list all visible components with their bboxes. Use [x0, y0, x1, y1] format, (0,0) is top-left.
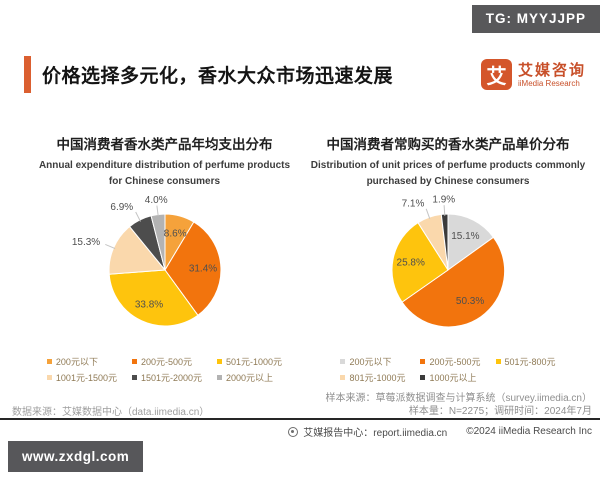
pie-label: 6.9%	[110, 202, 133, 213]
legend-item: 501元-1000元	[217, 355, 282, 368]
legend-swatch	[420, 375, 426, 380]
copyright-text: ©2024 iiMedia Research Inc	[466, 426, 592, 437]
pie-label: 25.8%	[397, 258, 425, 269]
pie-svg: 8.6% 31.4% 33.8% 15.3% 6.9% 4.0%	[71, 195, 221, 327]
pie-slice	[163, 221, 221, 316]
legend-label: 1001元-1500元	[55, 373, 117, 383]
label-leader-line	[155, 205, 159, 217]
legend-swatch	[217, 359, 223, 364]
legend-label: 200元以下	[349, 357, 392, 367]
title-accent-bar	[24, 56, 31, 93]
pie-label: 33.8%	[134, 300, 162, 311]
sample-source: 样本来源：草莓派数据调查与计算系统（survey.iimedia.cn）	[325, 393, 592, 404]
sample-info: 样本量：N=2275；调研时间：2024年7月	[408, 406, 592, 417]
chart-legend: 200元以下 200元-500元 501元-1000元 1001元-1500元 1501…	[22, 355, 307, 384]
pie-label: 4.0%	[144, 195, 167, 206]
report-center-icon	[288, 426, 299, 437]
chart-subtitle-line2: purchased by Chinese consumers	[366, 176, 530, 187]
page-title: 价格选择多元化，香水大众市场迅速发展	[42, 66, 394, 87]
chart-subtitle-line2: for Chinese consumers	[108, 176, 221, 187]
report-center-text: 艾媒报告中心：report.iimedia.cn	[303, 428, 448, 439]
legend-item: 1000元以上	[420, 371, 480, 384]
pie-label: 50.3%	[456, 296, 484, 307]
label-leader-line	[104, 243, 115, 250]
chart-title: 中国消费者常购买的香水类产品单价分布	[326, 137, 570, 152]
pie-chart-unit-price: 15.1% 50.3% 25.8% 7.1% 1.9%	[308, 192, 588, 352]
legend-swatch	[340, 359, 346, 364]
legend-swatch	[217, 375, 223, 380]
legend-item: 501元-800元	[495, 355, 556, 368]
legend-label: 2000元以上	[226, 373, 274, 383]
legend-item: 801元-1000元	[340, 371, 405, 384]
legend-swatch	[340, 375, 346, 380]
watermark-url: www.zxdgl.com	[8, 441, 144, 472]
pie-slice	[108, 269, 199, 327]
chart-subtitle: Annual expenditure distribution of perfu…	[22, 158, 307, 190]
footer-divider	[0, 418, 600, 420]
label-leader-line	[134, 211, 141, 222]
chart-subtitle-line1: Annual expenditure distribution of perfu…	[38, 160, 291, 171]
iimedia-logo: 艾 艾媒咨询 iiMedia Research	[480, 59, 586, 90]
pie-slice	[391, 222, 449, 303]
legend-item: 200元以下	[46, 355, 117, 368]
logo-name-cn: 艾媒咨询	[517, 61, 586, 79]
logo-name-en: iiMedia Research	[517, 78, 580, 88]
pie-chart-annual-expenditure: 8.6% 31.4% 33.8% 15.3% 6.9% 4.0%	[22, 192, 307, 352]
pie-slice	[401, 236, 506, 328]
legend-label: 200元以下	[55, 357, 98, 367]
pie-slice	[447, 213, 495, 271]
chart-unit-price: 中国消费者常购买的香水类产品单价分布 Distribution of unit …	[308, 133, 588, 384]
report-center-line: 艾媒报告中心：report.iimedia.cn ©2024 iiMedia R…	[288, 424, 592, 439]
legend-label: 200元-500元	[429, 357, 481, 367]
legend-swatch	[420, 359, 426, 364]
chart-legend: 200元以下 200元-500元 501元-800元 801元-1000元 1000元以…	[308, 355, 588, 384]
data-source-note: 数据来源：艾媒数据中心（data.iimedia.cn）	[12, 407, 210, 418]
pie-label: 7.1%	[402, 199, 425, 210]
legend-item: 1001元-1500元	[46, 371, 117, 384]
legend-item: 200元-500元	[420, 355, 481, 368]
legend-swatch	[46, 375, 52, 380]
legend-label: 501元-1000元	[226, 357, 283, 367]
pie-label: 15.3%	[71, 237, 99, 248]
legend-item: 2000元以上	[217, 371, 282, 384]
legend-swatch	[495, 359, 501, 364]
legend-label: 1501元-2000元	[140, 373, 203, 383]
pie-svg: 15.1% 50.3% 25.8% 7.1% 1.9%	[391, 195, 506, 328]
iimedia-logo-icon: 艾	[480, 59, 512, 90]
legend-item: 1501元-2000元	[131, 371, 203, 384]
legend-item: 200元以下	[340, 355, 405, 368]
sample-note: 样本来源：草莓派数据调查与计算系统（survey.iimedia.cn） 样本量…	[325, 392, 592, 418]
label-leader-line	[443, 205, 446, 216]
legend-label: 801元-1000元	[349, 373, 406, 383]
chart-subtitle-line1: Distribution of unit prices of perfume p…	[310, 160, 586, 171]
chart-annual-expenditure: 中国消费者香水类产品年均支出分布 Annual expenditure dist…	[22, 133, 307, 384]
legend-label: 200元-500元	[140, 357, 192, 367]
label-leader-line	[425, 208, 431, 219]
legend-swatch	[131, 359, 137, 364]
chart-subtitle: Distribution of unit prices of perfume p…	[308, 158, 588, 190]
chart-title: 中国消费者香水类产品年均支出分布	[56, 137, 273, 152]
legend-label: 1000元以上	[429, 373, 477, 383]
pie-label: 8.6%	[163, 228, 186, 239]
legend-label: 501元-800元	[504, 357, 556, 367]
iimedia-logo-text: 艾媒咨询 iiMedia Research	[518, 62, 586, 88]
pie-label: 1.9%	[432, 195, 455, 206]
legend-item: 200元-500元	[131, 355, 202, 368]
pie-label: 31.4%	[188, 263, 216, 274]
page-header: 价格选择多元化，香水大众市场迅速发展	[24, 56, 393, 93]
legend-swatch	[46, 359, 52, 364]
pie-label: 15.1%	[451, 231, 479, 242]
tg-badge: TG: MYYJJPP	[471, 5, 600, 33]
legend-swatch	[131, 375, 137, 380]
